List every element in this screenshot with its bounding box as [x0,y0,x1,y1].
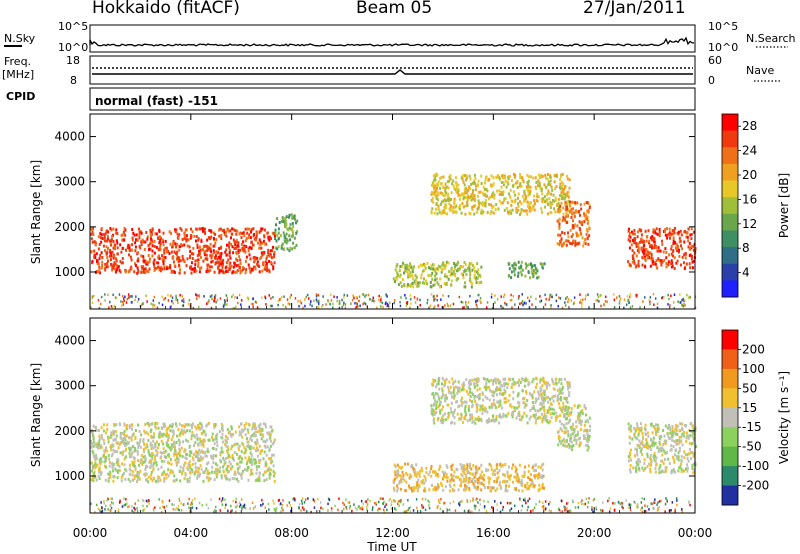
date-title: 27/Jan/2011 [583,0,686,18]
velocity-ylabel: Slant Range [km] [29,363,43,467]
freq-unit-label: [MHz] [2,68,34,81]
xtick-label: 08:00 [274,526,309,540]
colorbar-tick-label: 20 [742,168,757,182]
power-panel: 1000 2000 3000 4000 Slant Range [km] 28 24 20… [29,113,791,310]
colorbar-tick-label: -50 [742,440,762,454]
velocity-panel: 1000 2000 3000 4000 Slant Range [km] 200 100… [29,317,791,514]
velocity-colorbar: 200 100 50 15 -15 -50 -100 -200 Velocity [m s⁻¹] [721,329,791,506]
colorbar-tick-label: 100 [742,362,765,376]
nsky-panel: N.Sky 10^5 10^0 10^5 10^0 N.Search [4,20,796,54]
nsky-tick-bottom: 10^0 [58,41,88,54]
freq-trace [92,69,693,75]
power-ylabel: Slant Range [km] [29,160,43,264]
nsearch-tick-top: 10^5 [708,20,738,33]
cpid-text: normal (fast) -151 [95,94,218,108]
colorbar-tick-label: 50 [742,381,757,395]
ytick-label: 2000 [54,424,85,438]
nave-tick-bottom: 0 [708,74,715,87]
ytick-label: 1000 [54,265,85,279]
ytick-label: 3000 [54,175,85,189]
ytick-label: 3000 [54,379,85,393]
colorbar-label: Velocity [m s⁻¹] [777,371,791,464]
freq-tick-bottom: 8 [70,74,77,87]
colorbar-tick-label: -200 [742,479,769,493]
beam-title: Beam 05 [356,0,433,18]
nsky-trace [89,36,695,47]
colorbar-label: Power [dB] [777,173,791,238]
colorbar-tick-label: 28 [742,119,757,133]
freq-label: Freq. [4,55,31,68]
cpid-label: CPID [6,90,35,103]
xtick-label: 16:00 [476,526,511,540]
colorbar-tick-label: 12 [742,217,757,231]
nave-label: Nave [746,64,774,77]
nave-tick-top: 60 [708,54,722,67]
velocity-echoes [90,376,697,514]
time-axis: 00:00 04:00 08:00 12:00 16:00 20:00 00:00 [73,114,713,540]
nsky-tick-top: 10^5 [58,20,88,33]
xtick-label: 00:00 [73,526,108,540]
xtick-label: 04:00 [174,526,209,540]
nsearch-label: N.Search [746,32,796,45]
power-colorbar: 28 24 20 16 12 8 4 Power [dB] [721,113,791,298]
colorbar-tick-label: 24 [742,144,757,158]
ytick-label: 1000 [54,469,85,483]
station-title: Hokkaido (fitACF) [92,0,240,18]
nsky-label: N.Sky [4,32,36,45]
xtick-label: 12:00 [375,526,410,540]
power-echoes [90,172,697,310]
colorbar-tick-label: -15 [742,420,762,434]
xtick-label: 20:00 [577,526,612,540]
freq-panel: Freq. [MHz] 18 8 60 0 Nave [2,54,780,87]
ytick-label: 4000 [54,130,85,144]
xaxis-label: Time UT [366,540,417,554]
cpid-panel: CPID normal (fast) -151 [6,87,696,111]
ytick-label: 4000 [54,334,85,348]
colorbar-tick-label: 15 [742,401,757,415]
colorbar-tick-label: -100 [742,459,769,473]
colorbar-tick-label: 16 [742,192,757,206]
ytick-label: 2000 [54,220,85,234]
colorbar-tick-label: 200 [742,342,765,356]
freq-tick-top: 18 [66,54,80,67]
colorbar-tick-label: 4 [742,266,750,280]
nsearch-tick-bottom: 10^0 [708,41,738,54]
xtick-label: 00:00 [678,526,713,540]
colorbar-tick-label: 8 [742,241,750,255]
